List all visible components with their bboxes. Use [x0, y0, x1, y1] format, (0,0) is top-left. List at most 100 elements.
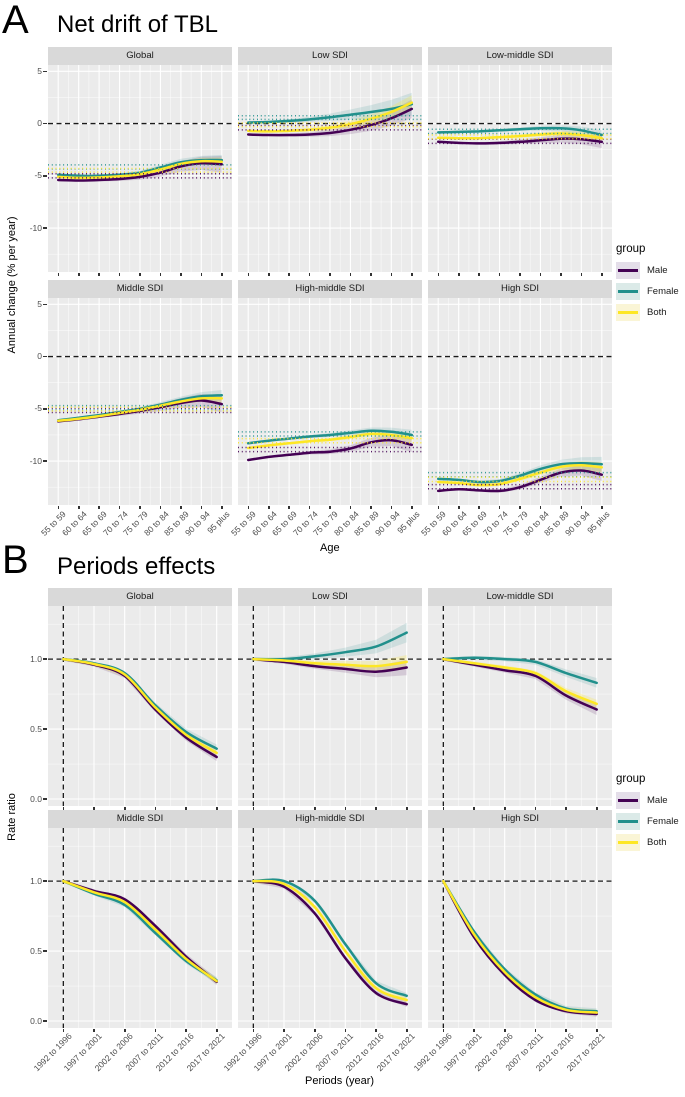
- x-tick-mark: [375, 807, 377, 810]
- x-tick-mark: [344, 807, 347, 810]
- y-tick-mark: [43, 658, 47, 660]
- legend-a: group Male Female Both: [616, 243, 685, 325]
- x-tick-mark: [349, 506, 352, 509]
- x-tick-mark: [200, 506, 203, 509]
- x-tick-mark: [159, 273, 162, 276]
- x-tick-mark: [437, 506, 439, 509]
- x-tick-mark: [370, 273, 372, 276]
- legend-item-female: Female: [616, 283, 685, 300]
- legend-item-female: Female: [616, 813, 685, 830]
- x-tick-mark: [314, 807, 316, 810]
- panel-b-title: Periods effects: [57, 553, 216, 580]
- y-tick-mark: [43, 70, 47, 73]
- facet-strip-Middle SDI: Middle SDI: [48, 810, 232, 828]
- x-tick-mark: [539, 506, 542, 509]
- x-tick-mark: [411, 506, 413, 509]
- legend-a-title: group: [616, 243, 646, 255]
- legend-label-male: Male: [647, 795, 668, 806]
- male-line-key-icon: [616, 262, 640, 279]
- x-tick-mark: [560, 506, 562, 509]
- y-tick-mark: [43, 728, 47, 730]
- y-tick-label: 0.5: [30, 945, 42, 956]
- x-tick-mark: [458, 506, 460, 509]
- x-tick-mark: [344, 1029, 347, 1032]
- facet-plot-Middle SDI: [48, 828, 232, 1028]
- x-tick-mark: [283, 1029, 285, 1032]
- x-tick-mark: [519, 273, 521, 276]
- y-tick-label: 0: [37, 351, 42, 361]
- x-tick-mark: [180, 273, 182, 276]
- x-tick-mark: [601, 273, 603, 276]
- y-tick-mark: [43, 175, 47, 177]
- x-tick-mark: [159, 506, 162, 509]
- x-tick-mark: [118, 273, 121, 276]
- x-tick-mark: [139, 506, 141, 509]
- facet-strip-Global: Global: [48, 47, 232, 65]
- facet-plot-Low-middle SDI: [428, 606, 612, 806]
- both-line-key-icon: [616, 834, 640, 851]
- y-tick-mark: [43, 355, 47, 358]
- facet-strip-High SDI: High SDI: [428, 280, 612, 298]
- x-tick-mark: [288, 506, 290, 509]
- legend-label-male: Male: [647, 265, 668, 276]
- facet-plot-Low SDI: [238, 65, 422, 272]
- facet-plot-Low SDI: [238, 606, 422, 806]
- x-tick-mark: [560, 273, 562, 276]
- legend-label-female: Female: [647, 816, 679, 827]
- x-tick-mark: [216, 807, 218, 810]
- y-tick-label: 5: [37, 298, 42, 309]
- y-tick-label: -10: [29, 222, 42, 233]
- legend-item-male: Male: [616, 792, 685, 809]
- x-tick-mark: [98, 506, 100, 509]
- legend-item-both: Both: [616, 834, 685, 851]
- x-tick-mark: [596, 1029, 598, 1032]
- y-tick-label: 5: [37, 65, 42, 76]
- x-tick-mark: [252, 807, 255, 810]
- x-tick-mark: [580, 273, 583, 276]
- facet-strip-High SDI: High SDI: [428, 810, 612, 828]
- x-tick-mark: [390, 273, 393, 276]
- x-axis-title-a: Age: [320, 542, 340, 554]
- x-tick-mark: [411, 273, 413, 276]
- x-tick-mark: [62, 807, 65, 810]
- x-tick-mark: [596, 807, 598, 810]
- y-tick-label: 1.0: [30, 653, 42, 664]
- facet-strip-Low SDI: Low SDI: [238, 588, 422, 606]
- x-tick-mark: [268, 273, 270, 276]
- legend-b: group Male Female Both: [616, 773, 685, 855]
- x-tick-mark: [534, 807, 537, 810]
- x-tick-mark: [375, 1029, 377, 1032]
- x-tick-mark: [442, 1029, 445, 1032]
- y-tick-label: -5: [34, 170, 42, 181]
- x-tick-mark: [458, 273, 460, 276]
- facet-plot-High SDI: [428, 828, 612, 1028]
- x-tick-mark: [252, 1029, 255, 1032]
- y-tick-mark: [43, 122, 47, 125]
- x-tick-mark: [314, 1029, 316, 1032]
- x-tick-mark: [580, 506, 583, 509]
- female-line-key-icon: [616, 283, 640, 300]
- y-tick-mark: [43, 1020, 47, 1022]
- facet-strip-High-middle SDI: High-middle SDI: [238, 280, 422, 298]
- x-tick-mark: [93, 1029, 95, 1032]
- x-tick-mark: [247, 273, 249, 276]
- x-tick-mark: [308, 506, 311, 509]
- y-tick-mark: [43, 880, 47, 882]
- facet-plot-Global: [48, 65, 232, 272]
- facet-strip-Low-middle SDI: Low-middle SDI: [428, 47, 612, 65]
- x-tick-mark: [442, 807, 445, 810]
- x-tick-mark: [406, 807, 408, 810]
- facet-plot-Global: [48, 606, 232, 806]
- x-tick-mark: [124, 1029, 126, 1032]
- y-tick-mark: [43, 460, 47, 462]
- x-tick-mark: [478, 273, 480, 276]
- legend-item-both: Both: [616, 304, 685, 321]
- x-tick-mark: [473, 807, 475, 810]
- x-tick-mark: [185, 1029, 187, 1032]
- legend-b-title: group: [616, 773, 646, 785]
- facet-strip-Low-middle SDI: Low-middle SDI: [428, 588, 612, 606]
- facet-plot-High SDI: [428, 298, 612, 505]
- y-tick-mark: [43, 798, 47, 800]
- facet-strip-Global: Global: [48, 588, 232, 606]
